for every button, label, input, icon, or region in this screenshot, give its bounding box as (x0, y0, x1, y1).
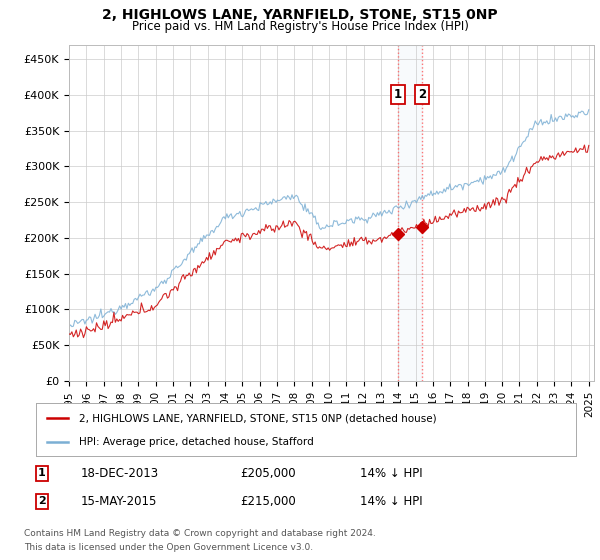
Text: 2, HIGHLOWS LANE, YARNFIELD, STONE, ST15 0NP: 2, HIGHLOWS LANE, YARNFIELD, STONE, ST15… (102, 8, 498, 22)
Text: 1: 1 (38, 468, 46, 478)
Text: 2: 2 (418, 88, 426, 101)
Text: 2: 2 (38, 496, 46, 506)
Text: 14% ↓ HPI: 14% ↓ HPI (360, 466, 422, 480)
Text: Price paid vs. HM Land Registry's House Price Index (HPI): Price paid vs. HM Land Registry's House … (131, 20, 469, 32)
Text: 18-DEC-2013: 18-DEC-2013 (81, 466, 159, 480)
Text: £205,000: £205,000 (240, 466, 296, 480)
Text: 1: 1 (394, 88, 401, 101)
Bar (398, 45, 422, 381)
Text: HPI: Average price, detached house, Stafford: HPI: Average price, detached house, Staf… (79, 436, 314, 446)
Text: Contains HM Land Registry data © Crown copyright and database right 2024.: Contains HM Land Registry data © Crown c… (24, 529, 376, 538)
Text: £215,000: £215,000 (240, 494, 296, 508)
Text: 14% ↓ HPI: 14% ↓ HPI (360, 494, 422, 508)
Text: 15-MAY-2015: 15-MAY-2015 (81, 494, 157, 508)
Text: 2, HIGHLOWS LANE, YARNFIELD, STONE, ST15 0NP (detached house): 2, HIGHLOWS LANE, YARNFIELD, STONE, ST15… (79, 413, 437, 423)
Text: This data is licensed under the Open Government Licence v3.0.: This data is licensed under the Open Gov… (24, 543, 313, 552)
